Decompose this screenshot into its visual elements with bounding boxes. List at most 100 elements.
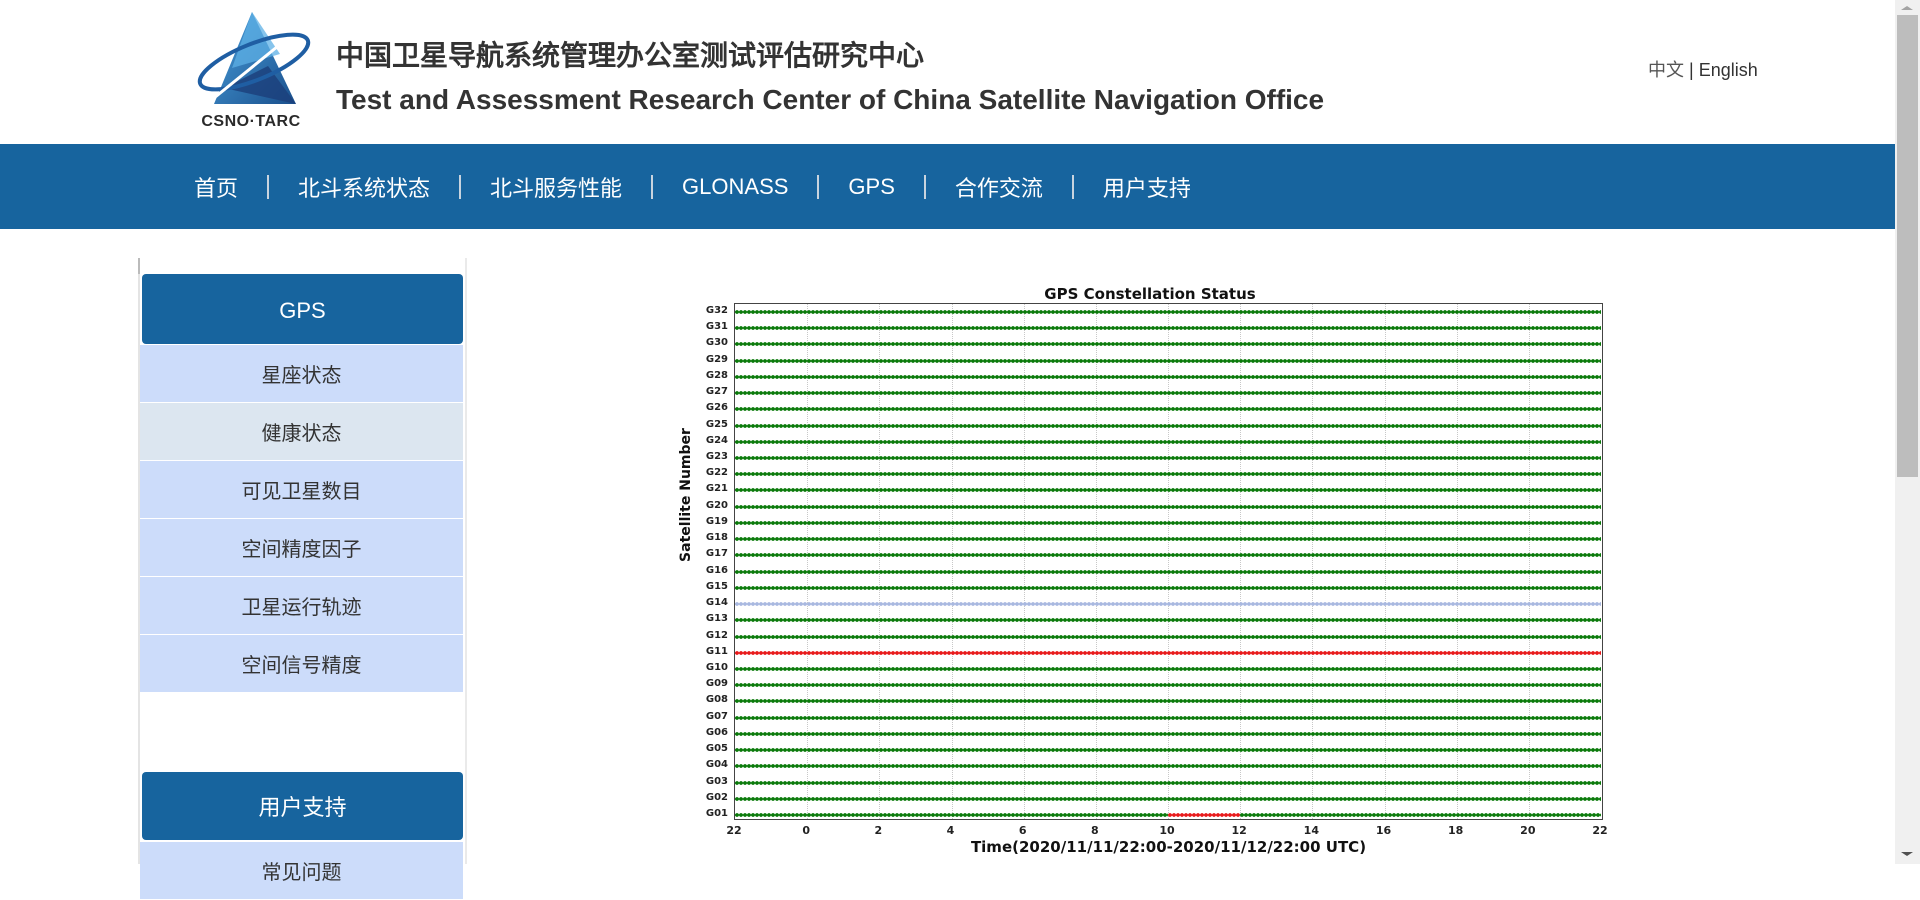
chart-y-tick-label: G19 xyxy=(705,515,728,527)
status-segment-healthy xyxy=(735,391,1601,396)
chart-y-tick-label: G15 xyxy=(705,580,728,592)
status-segment-healthy xyxy=(735,488,1601,493)
status-segment-healthy xyxy=(735,618,1601,623)
scroll-down-arrow-icon[interactable] xyxy=(1901,852,1913,856)
satellite-row-g27 xyxy=(735,391,1602,396)
chart-y-tick-label: G28 xyxy=(705,369,728,381)
satellite-row-g14 xyxy=(735,602,1602,607)
chart-y-tick-label: G04 xyxy=(705,759,728,771)
status-segment-healthy xyxy=(735,813,1168,817)
chart-x-axis-title: Time(2020/11/11/22:00-2020/11/12/22:00 U… xyxy=(970,838,1367,856)
scroll-thumb[interactable] xyxy=(1897,15,1918,477)
chart-x-tick-label: 22 xyxy=(726,824,742,837)
chart-y-tick-label: G13 xyxy=(705,613,728,625)
status-segment-healthy xyxy=(735,553,1601,558)
chart-x-tick-label: 22 xyxy=(1592,824,1608,837)
satellite-row-g03 xyxy=(735,780,1602,785)
status-segment-healthy xyxy=(735,537,1601,542)
chart-y-tick-label: G20 xyxy=(705,499,728,511)
status-segment-healthy xyxy=(735,342,1601,347)
status-segment-healthy xyxy=(735,358,1601,363)
chart-y-tick-label: G24 xyxy=(705,434,728,446)
lang-chinese-link[interactable]: 中文 xyxy=(1648,60,1684,80)
chart-y-tick-label: G32 xyxy=(705,305,728,316)
site-header: CSNO·TARC 中国卫星导航系统管理办公室测试评估研究中心 Test and… xyxy=(0,0,1895,144)
satellite-row-g17 xyxy=(735,553,1602,558)
satellite-row-g02 xyxy=(735,796,1602,801)
status-segment-healthy xyxy=(735,764,1601,769)
sidebar-item-dop[interactable]: 空间精度因子 xyxy=(140,519,463,576)
status-segment-healthy xyxy=(735,585,1601,590)
status-segment-healthy xyxy=(735,407,1601,412)
satellite-row-g04 xyxy=(735,764,1602,769)
nav-item-user-support[interactable]: 用户支持 xyxy=(1102,176,1191,202)
satellite-row-g26 xyxy=(735,407,1602,412)
chart-y-tick-label: G09 xyxy=(705,678,728,690)
chart-gridline xyxy=(1456,304,1458,819)
status-segment-healthy xyxy=(735,569,1601,574)
sidebar-item-visible-satellites[interactable]: 可见卫星数目 xyxy=(140,461,463,518)
satellite-logo-icon xyxy=(197,12,311,104)
chart-y-tick-label: G31 xyxy=(705,321,728,333)
status-segment-healthy xyxy=(735,748,1601,753)
chart-y-tick-label: G26 xyxy=(705,402,728,414)
status-segment-healthy xyxy=(735,780,1601,785)
logo[interactable]: CSNO·TARC xyxy=(184,8,318,134)
chart-gridline xyxy=(1240,304,1242,819)
chart-y-tick-label: G16 xyxy=(705,564,728,576)
chart-x-tick-label: 18 xyxy=(1448,824,1464,837)
nav-item-home[interactable]: 首页 xyxy=(194,176,239,202)
lang-english-link[interactable]: English xyxy=(1698,60,1758,80)
nav-divider xyxy=(459,174,462,199)
status-segment-healthy xyxy=(735,666,1601,671)
status-segment-healthy xyxy=(1240,813,1601,817)
nav-divider xyxy=(651,174,654,199)
vertical-scrollbar[interactable] xyxy=(1895,0,1920,864)
chart-y-tick-label: G22 xyxy=(705,467,728,479)
sidebar-item-constellation-status[interactable]: 星座状态 xyxy=(140,345,463,402)
chart-x-tick-label: 16 xyxy=(1375,824,1392,837)
satellite-row-g15 xyxy=(735,585,1602,590)
status-segment-healthy xyxy=(735,310,1601,314)
status-segment-healthy xyxy=(735,520,1601,525)
satellite-row-g10 xyxy=(735,666,1602,671)
satellite-row-g18 xyxy=(735,537,1602,542)
nav-item-gps[interactable]: GPS xyxy=(848,173,895,199)
status-segment-unavailable xyxy=(735,602,1601,607)
chart-x-tick-label: 20 xyxy=(1520,824,1536,837)
chart-y-tick-label: G05 xyxy=(705,743,728,755)
chart-y-tick-label: G29 xyxy=(705,353,728,365)
site-title-chinese: 中国卫星导航系统管理办公室测试评估研究中心 xyxy=(336,39,925,72)
sidebar: GPS 星座状态 健康状态 可见卫星数目 空间精度因子 卫星运行轨迹 空间信号精… xyxy=(138,258,467,899)
status-segment-healthy xyxy=(735,683,1601,688)
status-segment-healthy xyxy=(735,423,1601,428)
chart-y-tick-label: G17 xyxy=(705,548,728,560)
sidebar-item-faq[interactable]: 常见问题 xyxy=(140,842,463,899)
chart-y-tick-label: G18 xyxy=(705,532,728,544)
chart-gridline xyxy=(807,304,809,819)
chart-x-tick-label: 0 xyxy=(802,824,810,837)
status-segment-healthy xyxy=(735,439,1601,444)
chart-gridline xyxy=(1384,304,1386,819)
chart-x-tick-label: 10 xyxy=(1159,824,1175,837)
satellite-row-g13 xyxy=(735,618,1602,623)
nav-item-cooperation[interactable]: 合作交流 xyxy=(954,176,1043,202)
chart-plot-area xyxy=(734,303,1603,820)
sidebar-header-user-support: 用户支持 xyxy=(142,772,463,840)
nav-item-beidou-status[interactable]: 北斗系统状态 xyxy=(298,176,431,202)
sidebar-item-health-status[interactable]: 健康状态 xyxy=(140,403,463,460)
chart-y-tick-label: G10 xyxy=(705,661,728,673)
nav-item-glonass[interactable]: GLONASS xyxy=(682,173,789,199)
satellite-row-g12 xyxy=(735,634,1602,639)
satellite-row-g31 xyxy=(735,326,1602,331)
nav-divider xyxy=(817,174,820,199)
status-segment-healthy xyxy=(735,715,1601,720)
sidebar-item-orbit-track[interactable]: 卫星运行轨迹 xyxy=(140,577,463,634)
sidebar-item-sis-accuracy[interactable]: 空间信号精度 xyxy=(140,635,463,692)
chart-y-tick-label: G12 xyxy=(705,629,728,641)
nav-divider xyxy=(923,174,926,199)
status-segment-healthy xyxy=(735,472,1601,477)
nav-item-beidou-performance[interactable]: 北斗服务性能 xyxy=(490,176,623,202)
satellite-row-g25 xyxy=(735,423,1602,428)
scroll-up-arrow-icon[interactable] xyxy=(1901,6,1913,10)
